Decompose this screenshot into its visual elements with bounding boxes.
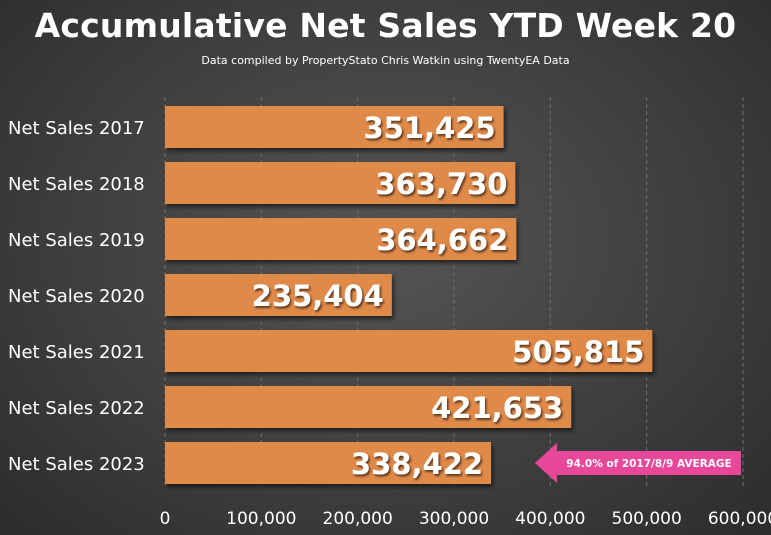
category-label: Net Sales 2021 (8, 342, 145, 363)
x-tick-label: 400,000 (515, 509, 585, 529)
bar-value-label: 363,730 (375, 167, 507, 201)
category-label: Net Sales 2019 (8, 230, 145, 251)
category-labels: Net Sales 2017 Net Sales 2018 Net Sales 20… (8, 118, 145, 475)
bar-value-label: 235,404 (252, 279, 384, 313)
x-tick-label: 500,000 (612, 509, 682, 529)
bar (165, 162, 516, 204)
bar-value-label: 338,422 (351, 447, 483, 481)
bar (165, 330, 653, 372)
bar (165, 442, 492, 484)
bar-value-label: 421,653 (431, 391, 563, 425)
bar (165, 274, 392, 316)
x-tick-label: 600,000 (708, 509, 771, 529)
annotation: 94.0% of 2017/8/9 AVERAGE (535, 443, 741, 483)
category-label: Net Sales 2020 (8, 286, 145, 307)
x-tick-label: 200,000 (323, 509, 393, 529)
x-axis-ticks: 0 100,000 200,000 300,000 400,000 500,000 600,… (160, 509, 771, 529)
bar (165, 386, 572, 428)
bar (165, 218, 517, 260)
chart-subtitle: Data compiled by PropertyStato Chris Wat… (201, 54, 570, 67)
x-tick-label: 300,000 (419, 509, 489, 529)
annotation-text: 94.0% of 2017/8/9 AVERAGE (566, 458, 731, 470)
bars: 351,425 363,730 364,662 235,404 505,815 421,6… (165, 106, 653, 484)
annotation-arrow (535, 443, 741, 483)
x-tick-label: 100,000 (226, 509, 296, 529)
bar (165, 106, 504, 148)
chart-title: Accumulative Net Sales YTD Week 20 (34, 6, 737, 45)
bar-value-label: 364,662 (376, 223, 508, 257)
bar-value-label: 505,815 (512, 335, 644, 369)
category-label: Net Sales 2022 (8, 398, 145, 419)
x-tick-label: 0 (160, 509, 171, 529)
category-label: Net Sales 2017 (8, 118, 145, 139)
category-label: Net Sales 2023 (8, 454, 145, 475)
bar-value-label: 351,425 (363, 111, 495, 145)
category-label: Net Sales 2018 (8, 174, 145, 195)
